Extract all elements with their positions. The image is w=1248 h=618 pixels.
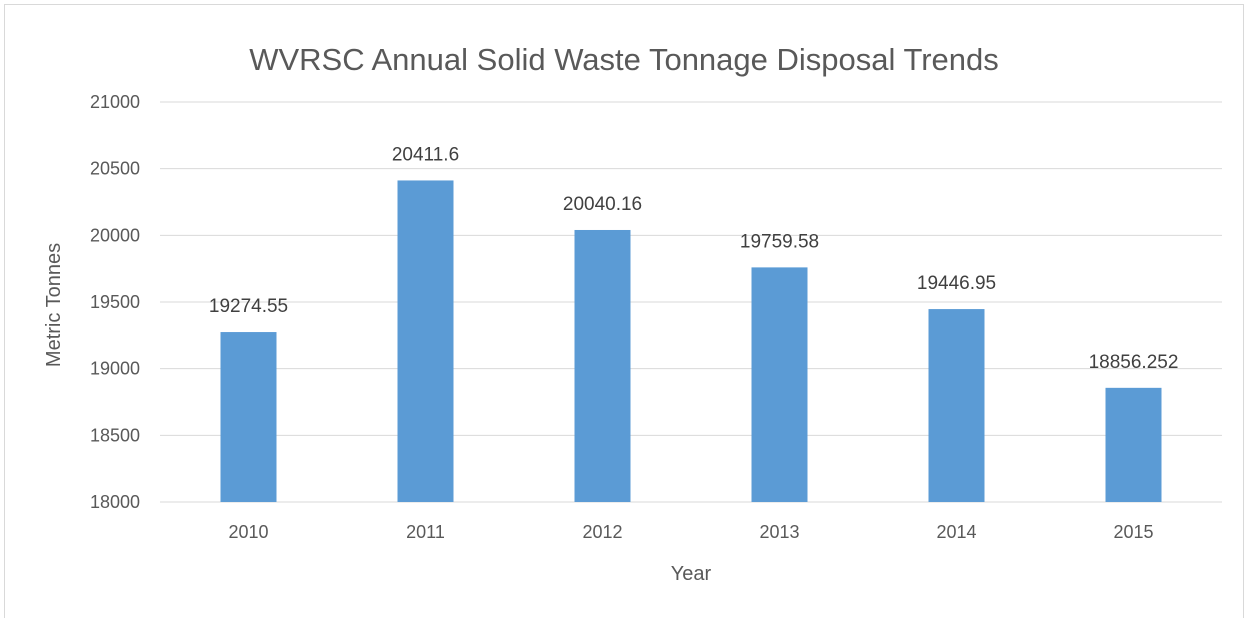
data-label-2013: 19759.58 [740, 231, 819, 252]
y-axis-ticks: 18000 18500 19000 19500 20000 20500 21000 [90, 92, 140, 512]
x-axis-title: Year [671, 563, 712, 585]
bar-2014 [928, 309, 985, 502]
y-tick-label-18500: 18500 [90, 425, 140, 445]
bar-2011 [397, 180, 454, 502]
y-tick-label-21000: 21000 [90, 92, 140, 112]
data-label-2014: 19446.95 [917, 273, 996, 294]
y-tick-label-19000: 19000 [90, 359, 140, 379]
data-label-2010: 19274.55 [209, 296, 288, 317]
y-tick-label-19500: 19500 [90, 292, 140, 312]
x-tick-label-2011: 2011 [406, 522, 445, 542]
y-tick-label-20500: 20500 [90, 159, 140, 179]
x-axis-ticks: 2010 2011 2012 2013 2014 2015 [228, 522, 1153, 542]
chart-title: WVRSC Annual Solid Waste Tonnage Disposa… [249, 42, 999, 77]
data-label-2012: 20040.16 [563, 194, 642, 215]
y-tick-label-20000: 20000 [90, 225, 140, 245]
data-label-2015: 18856.252 [1089, 352, 1179, 373]
bar-2013 [751, 267, 808, 502]
y-tick-label-18000: 18000 [90, 492, 140, 512]
gridlines [160, 101, 1222, 503]
x-tick-label-2010: 2010 [228, 522, 268, 542]
data-label-2011: 20411.6 [392, 144, 459, 165]
x-tick-label-2014: 2014 [936, 522, 976, 542]
bar-2015 [1105, 387, 1162, 502]
bar-2010 [220, 332, 277, 502]
data-labels: 19274.55 20411.6 20040.16 19759.58 19446.95 1… [209, 144, 1179, 372]
x-tick-label-2012: 2012 [582, 522, 622, 542]
y-axis-title: Metric Tonnes [43, 243, 65, 367]
chart-area [4, 4, 1244, 618]
x-tick-label-2015: 2015 [1113, 522, 1153, 542]
bars [220, 180, 1162, 502]
x-tick-label-2013: 2013 [759, 522, 799, 542]
bar-2012 [574, 229, 631, 502]
